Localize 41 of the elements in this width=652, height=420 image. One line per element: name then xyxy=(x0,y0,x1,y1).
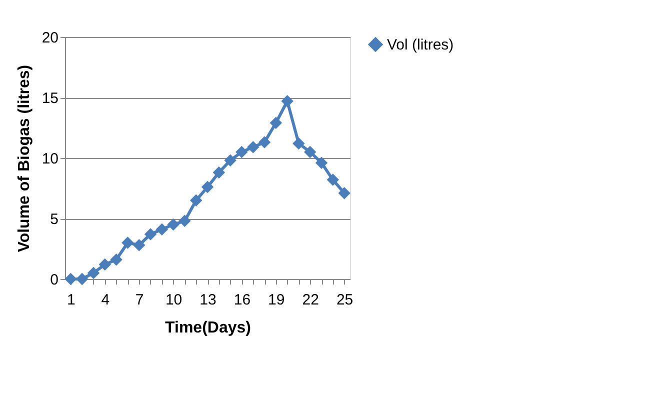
point xyxy=(281,95,294,108)
x-tick-label: 19 xyxy=(268,292,285,308)
x-tick-label: 25 xyxy=(336,292,354,308)
x-tick-label: 7 xyxy=(135,292,144,308)
point xyxy=(338,186,350,200)
point xyxy=(178,214,191,228)
point xyxy=(270,116,282,130)
y-tick-label: 5 xyxy=(50,211,58,228)
legend-label: Vol (litres) xyxy=(387,36,454,54)
x-tick-label: 4 xyxy=(101,292,110,308)
point xyxy=(122,236,134,249)
point xyxy=(132,238,146,252)
point xyxy=(144,228,157,240)
point xyxy=(212,166,226,179)
point xyxy=(304,146,316,158)
point xyxy=(326,174,340,186)
x-tick-label: 1 xyxy=(67,292,76,308)
x-tick-label: 16 xyxy=(234,292,251,308)
x-tick-label: 13 xyxy=(200,292,216,308)
point xyxy=(87,266,100,280)
x-axis-title: Time(Days) xyxy=(165,320,251,336)
point xyxy=(110,254,122,266)
x-tick-label: 22 xyxy=(302,292,319,308)
point xyxy=(156,223,168,236)
point xyxy=(292,137,305,150)
y-tick-label: 20 xyxy=(42,30,58,46)
point xyxy=(167,218,180,231)
point xyxy=(64,272,77,286)
x-tick-label: 10 xyxy=(165,292,182,308)
point xyxy=(201,180,214,194)
point xyxy=(98,258,112,271)
point xyxy=(246,140,260,154)
point xyxy=(315,156,328,169)
y-tick-label: 15 xyxy=(42,90,58,107)
y-axis-title: Volume of Biogas (litres) xyxy=(16,64,33,252)
point xyxy=(190,194,202,206)
point xyxy=(258,136,271,148)
y-tick-label: 0 xyxy=(50,272,58,288)
point xyxy=(236,146,248,158)
point xyxy=(224,154,236,167)
y-tick-label: 10 xyxy=(42,150,58,168)
